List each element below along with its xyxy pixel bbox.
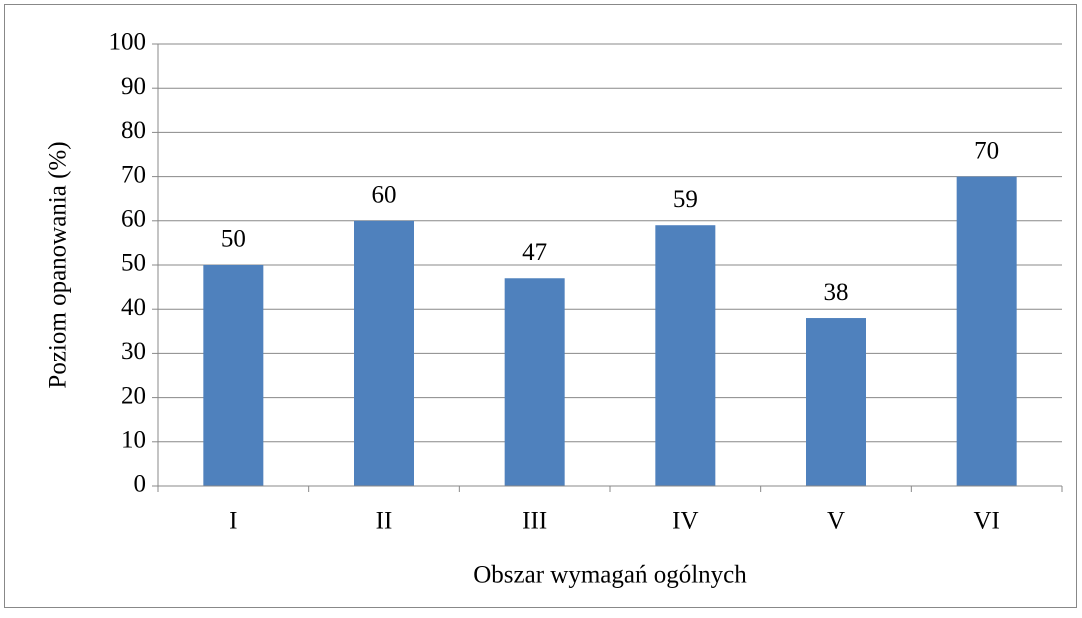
y-tick-label: 60 bbox=[121, 206, 146, 233]
data-label: 60 bbox=[372, 182, 397, 209]
y-tick-label: 50 bbox=[121, 250, 146, 277]
y-axis-title: Poziom opanowania (%) bbox=[45, 141, 72, 388]
x-tick-label: III bbox=[522, 508, 547, 535]
y-tick-label: 70 bbox=[121, 161, 146, 188]
x-tick-label: VI bbox=[973, 508, 999, 535]
bar bbox=[806, 318, 866, 486]
x-tick-label: IV bbox=[672, 508, 698, 535]
data-label: 70 bbox=[974, 137, 999, 164]
y-tick-label: 80 bbox=[121, 117, 146, 144]
y-tick-label: 90 bbox=[121, 73, 146, 100]
y-tick-label: 10 bbox=[121, 427, 146, 454]
data-label: 47 bbox=[522, 239, 547, 266]
y-tick-label: 0 bbox=[134, 471, 147, 498]
y-tick-label: 30 bbox=[121, 338, 146, 365]
bar bbox=[956, 176, 1017, 486]
x-tick-label: I bbox=[229, 508, 237, 535]
bar bbox=[655, 225, 716, 486]
bar bbox=[504, 278, 565, 486]
y-tick-label: 20 bbox=[121, 382, 146, 409]
data-label: 50 bbox=[221, 226, 246, 253]
data-label: 59 bbox=[673, 186, 698, 213]
y-tick-label: 100 bbox=[109, 29, 147, 56]
bar bbox=[203, 265, 264, 486]
y-tick-label: 40 bbox=[121, 294, 146, 321]
bar bbox=[354, 220, 414, 487]
data-label: 38 bbox=[824, 279, 849, 306]
x-axis-title: Obszar wymagań ogólnych bbox=[473, 562, 747, 589]
x-tick-label: V bbox=[827, 508, 845, 535]
x-tick-label: II bbox=[376, 508, 393, 535]
